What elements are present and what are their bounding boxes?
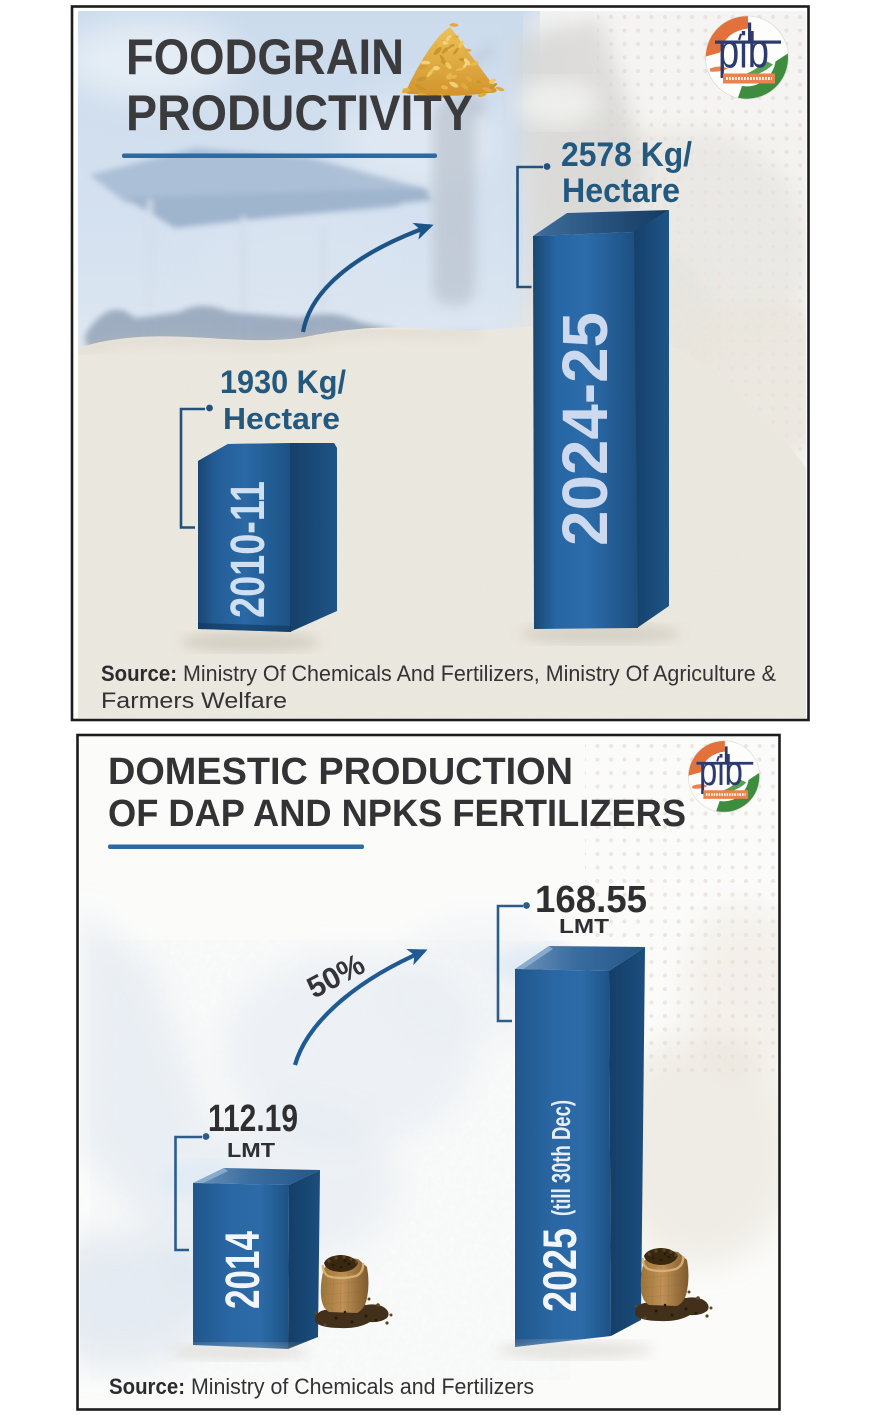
svg-text:PRODUCTIVITY: PRODUCTIVITY	[126, 85, 473, 141]
svg-text:168.55: 168.55	[535, 879, 647, 921]
svg-text:Ministry Of Chemicals And Fert: Ministry Of Chemicals And Fertilizers, M…	[183, 661, 776, 686]
svg-text:2010-11: 2010-11	[222, 481, 275, 618]
svg-text:Hectare: Hectare	[223, 401, 340, 436]
svg-text:OF DAP AND NPKS FERTILIZERS: OF DAP AND NPKS FERTILIZERS	[108, 793, 686, 835]
svg-text:2014: 2014	[217, 1231, 270, 1309]
svg-text:(till 30th Dec): (till 30th Dec)	[546, 1100, 576, 1216]
svg-text:DOMESTIC PRODUCTION: DOMESTIC PRODUCTION	[108, 751, 573, 793]
svg-text:2024-25: 2024-25	[549, 312, 621, 546]
svg-text:1930 Kg/: 1930 Kg/	[220, 364, 346, 400]
svg-text:2578 Kg/: 2578 Kg/	[561, 136, 693, 174]
svg-text:Farmers Welfare: Farmers Welfare	[101, 688, 287, 713]
svg-text:LMT: LMT	[227, 1140, 275, 1162]
svg-text:LMT: LMT	[559, 916, 609, 938]
svg-text:2025: 2025	[533, 1228, 586, 1312]
svg-text:Hectare: Hectare	[562, 172, 680, 210]
svg-text:112.19: 112.19	[208, 1098, 298, 1140]
svg-text:Source:: Source:	[109, 1374, 185, 1399]
svg-text:Source:: Source:	[101, 661, 177, 686]
svg-text:FOODGRAIN: FOODGRAIN	[126, 29, 404, 85]
svg-text:Ministry of Chemicals and Fert: Ministry of Chemicals and Fertilizers	[191, 1374, 534, 1399]
